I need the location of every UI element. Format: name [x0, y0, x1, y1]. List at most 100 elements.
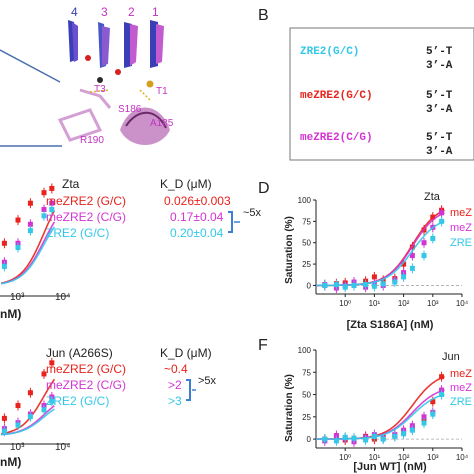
legend-entry: ZRE2 (G/C) [46, 226, 109, 240]
residue-labels: T3 T1 S186 A185 R190 [80, 84, 174, 146]
panel-letter: F [258, 337, 268, 354]
sequence-top-strand: 5’-T [426, 90, 453, 102]
sequence-name: meZRE2(G/C) [300, 90, 373, 102]
data-point [15, 244, 21, 250]
data-point [409, 253, 415, 259]
sequence-row: meZRE2(C/G) 5’-T 3’-A [300, 132, 453, 158]
data-point [27, 200, 33, 206]
data-point [15, 422, 21, 428]
legend-entry: meZ [450, 222, 472, 234]
sequence-bottom-strand: 3’-A [426, 104, 453, 116]
tick-label: 10⁰ [339, 299, 351, 308]
data-point [380, 436, 386, 442]
data-point [1, 263, 7, 269]
data-point [342, 284, 348, 290]
fit-curve [0, 226, 56, 285]
residue-label: R190 [80, 135, 104, 146]
legend-entry: meZRE2 (C/G) [46, 210, 126, 224]
data-point [27, 221, 33, 227]
data-point [1, 428, 7, 434]
dna-bases [68, 20, 164, 88]
strand-number: 4 [71, 5, 78, 19]
kd-value: 0.026±0.003 [164, 194, 231, 208]
y-axis-label: Saturation (%) [284, 374, 295, 442]
tick-label: 10⁴ [456, 453, 469, 462]
helix-edge [125, 111, 167, 129]
strand-numbers: 4 3 2 1 [71, 5, 159, 19]
data-point [380, 281, 386, 287]
data-point [430, 214, 436, 220]
tick-label: 10⁴ [456, 299, 469, 308]
data-point [41, 213, 47, 219]
sequence-row: meZRE2(G/C) 5’-T 3’-A [300, 90, 453, 116]
sequence-box [289, 27, 474, 161]
data-point [333, 282, 339, 288]
sidechain-stick [57, 108, 103, 142]
base-4-shadow [72, 22, 78, 62]
data-point [49, 200, 55, 206]
plot-area: 0 25 50 75 100 10⁰ 10¹ 10² 10³ 10⁴ [298, 346, 469, 462]
tick-label: 100 [298, 346, 312, 355]
data-point [392, 279, 398, 285]
tick-label: 50 [302, 391, 311, 400]
sequence-top-strand: 5’-T [426, 132, 453, 144]
data-point [401, 261, 407, 267]
x-axis-label: nM) [0, 455, 21, 469]
kd-value: 0.20±0.04 [170, 226, 224, 240]
tick-label: 10³ [10, 442, 25, 453]
atom [97, 77, 103, 83]
base-2-shadow [130, 24, 138, 66]
bracket [186, 379, 191, 401]
hbond-dash [89, 89, 111, 93]
data-point [351, 435, 357, 441]
data-point [421, 253, 427, 259]
data-point [409, 427, 415, 433]
x-axis-label: nM) [0, 307, 21, 321]
tick-label: 10¹ [369, 453, 381, 462]
data-point [49, 185, 55, 191]
data-point [15, 403, 21, 409]
data-point [421, 414, 427, 420]
protein-label: Zta [62, 177, 80, 191]
panel-letter: D [258, 180, 270, 197]
data-point [439, 392, 445, 398]
plot-area: 0 25 50 75 100 10⁰ 10¹ 10² 10³ 10⁴ [298, 196, 469, 308]
data-point [49, 360, 55, 366]
tick-label: 10³ [10, 292, 25, 303]
data-point [401, 431, 407, 437]
fit-curve [316, 209, 445, 287]
residue-label: S186 [118, 104, 142, 115]
tick-label: 50 [302, 239, 311, 248]
legend-entry: ZRE2 (G/C) [46, 394, 109, 408]
sidechain-stick [79, 88, 112, 109]
data-point [27, 390, 33, 396]
tick-label: 25 [302, 260, 311, 269]
binding-chart-jun-wt: F 0 25 50 75 100 10⁰ 10¹ 10² 10³ 10⁴ Saturation (… [258, 337, 472, 473]
data-point [322, 282, 328, 288]
data-point [333, 433, 339, 439]
data-point [49, 207, 55, 213]
legend-entry: meZ [450, 382, 472, 394]
tick-label: 75 [302, 368, 311, 377]
plot-area [0, 183, 70, 297]
sequence-name: ZRE2(G/C) [300, 46, 359, 58]
data-point [371, 433, 377, 439]
sequence-top-strand: 5’-T [426, 46, 453, 58]
residue-label: T3 [94, 84, 106, 95]
tick-label: 10⁴ [55, 292, 70, 303]
data-point [15, 217, 21, 223]
data-point [371, 274, 377, 280]
zoom-line-upper [0, 49, 61, 83]
data-point [333, 438, 339, 444]
kd-value: 0.17±0.04 [170, 210, 224, 224]
residue-label: T1 [156, 86, 168, 97]
fit-curve [0, 378, 56, 435]
tick-label: 0 [307, 435, 312, 444]
data-point [41, 207, 47, 213]
protein-label: Zta [424, 191, 441, 203]
data-point [421, 420, 427, 426]
base-3-shadow [102, 26, 110, 66]
fold-change-label: >5x [198, 375, 217, 387]
binding-chart-zta-s186a: D 0 25 50 75 100 10⁰ 10¹ 10² 10³ 10⁴ Saturation (… [258, 180, 472, 331]
fold-change-label: ~5x [243, 207, 262, 219]
